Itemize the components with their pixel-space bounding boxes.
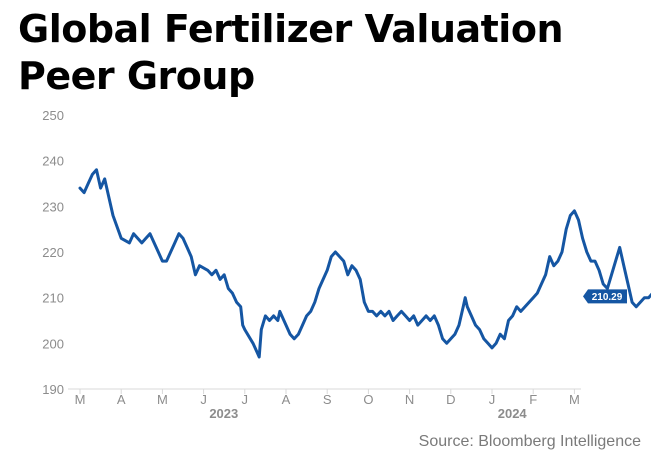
x-tick-label: J (200, 392, 207, 407)
last-value-label: 210.29 (583, 289, 627, 304)
series (78, 168, 651, 359)
y-tick-label: 240 (42, 154, 64, 169)
year-label: 2023 (209, 406, 238, 420)
x-axis: M A M J J A S O N D J F M 2023 2024 (75, 389, 580, 420)
x-tick-label: J (489, 392, 496, 407)
x-tick-label: A (117, 392, 126, 407)
y-tick-label: 220 (42, 245, 64, 260)
series-line (78, 168, 651, 359)
y-tick-label: 190 (42, 382, 64, 397)
x-tick-label: S (323, 392, 332, 407)
x-tick-label: J (242, 392, 249, 407)
chart-title: Global Fertilizer Valuation Peer Group (18, 7, 564, 98)
source-note: Source: Bloomberg Intelligence (418, 433, 641, 450)
line-chart: 190 200 210 220 230 240 250 M A M J J A S O N D J F M 2023 2… (42, 108, 651, 420)
last-value-text: 210.29 (592, 292, 623, 303)
last-value-badge (583, 289, 627, 304)
x-tick-label: M (157, 392, 168, 407)
x-tick-label: F (529, 392, 537, 407)
year-label: 2024 (498, 406, 528, 420)
x-tick-label: O (363, 392, 373, 407)
x-tick-label: M (75, 392, 86, 407)
x-tick-label: D (446, 392, 455, 407)
y-tick-label: 200 (42, 336, 64, 351)
y-tick-label: 210 (42, 291, 64, 306)
x-tick-label: A (282, 392, 291, 407)
y-tick-label: 250 (42, 108, 64, 123)
x-tick-label: N (405, 392, 414, 407)
y-tick-label: 230 (42, 199, 64, 214)
x-tick-label: M (569, 392, 580, 407)
y-axis: 190 200 210 220 230 240 250 (42, 108, 64, 397)
